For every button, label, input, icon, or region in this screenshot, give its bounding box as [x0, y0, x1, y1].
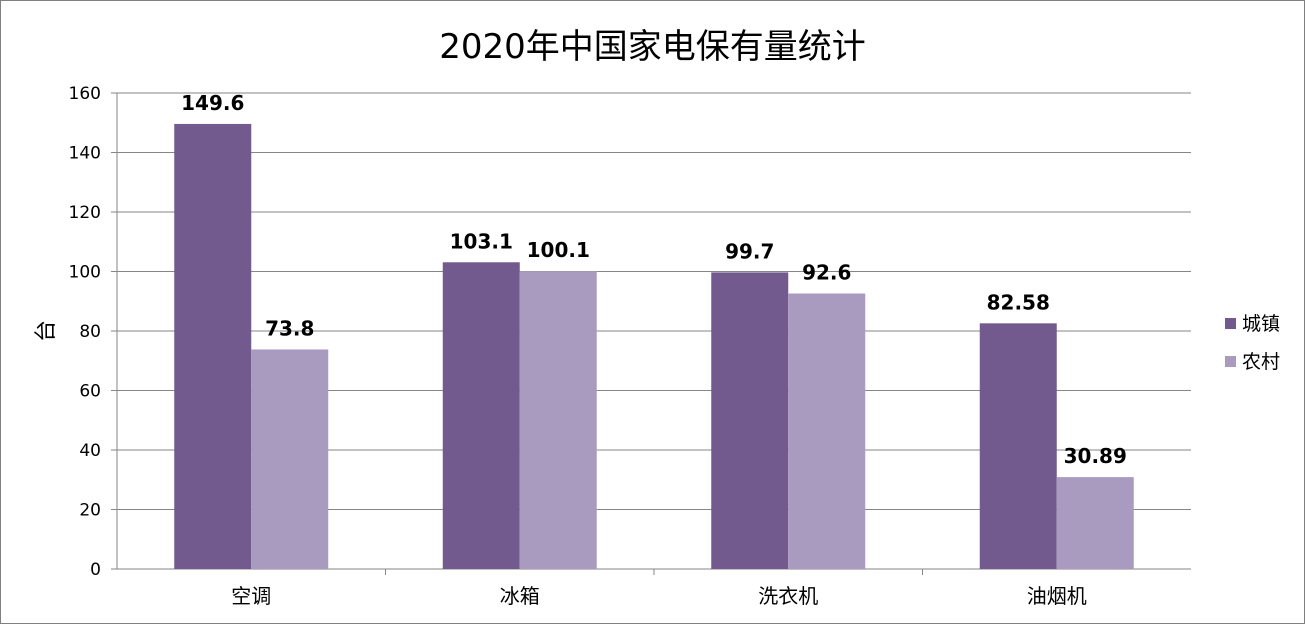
y-tick-label: 120	[69, 203, 101, 223]
data-label: 99.7	[725, 239, 774, 263]
data-label: 30.89	[1064, 444, 1127, 468]
bar	[979, 323, 1057, 569]
data-label: 82.58	[987, 290, 1050, 314]
bar	[174, 123, 252, 569]
x-tick-label: 洗衣机	[758, 584, 818, 608]
bar	[251, 349, 329, 569]
data-labels: 149.6 73.8 103.1 100.1 99.7 92.6 82.58 30.89	[181, 91, 1127, 468]
legend-label: 农村	[1242, 351, 1280, 373]
data-label: 92.6	[802, 261, 851, 285]
y-tick-label: 100	[69, 263, 101, 283]
bars	[174, 123, 1134, 569]
bar	[711, 272, 789, 569]
data-label: 73.8	[265, 316, 314, 340]
x-tick-label: 冰箱	[500, 584, 540, 608]
y-tick-label: 40	[79, 441, 101, 461]
y-tick-label: 0	[90, 560, 101, 580]
data-label: 103.1	[450, 229, 513, 253]
y-tick-label: 160	[69, 84, 101, 104]
bar	[519, 271, 597, 569]
bar	[1056, 477, 1134, 569]
axes: 0 20 40 60 80 100 120 140 160 空调 冰箱 洗衣机 油烟机	[69, 84, 1191, 608]
legend-swatch	[1225, 318, 1236, 329]
legend-label: 城镇	[1242, 313, 1280, 335]
y-tick-label: 60	[79, 382, 101, 402]
legend-swatch	[1225, 356, 1236, 367]
x-tick-label: 油烟机	[1027, 584, 1087, 608]
data-label: 100.1	[527, 238, 590, 262]
y-tick-label: 20	[79, 501, 101, 521]
x-tick-label: 空调	[231, 584, 271, 608]
y-tick-label: 80	[79, 322, 101, 342]
bar	[442, 262, 520, 569]
bar	[788, 293, 866, 569]
y-axis-title: 台	[34, 320, 59, 342]
y-tick-label: 140	[69, 144, 101, 164]
chart-title: 2020年中国家电保有量统计	[439, 27, 866, 67]
data-label: 149.6	[181, 91, 244, 115]
